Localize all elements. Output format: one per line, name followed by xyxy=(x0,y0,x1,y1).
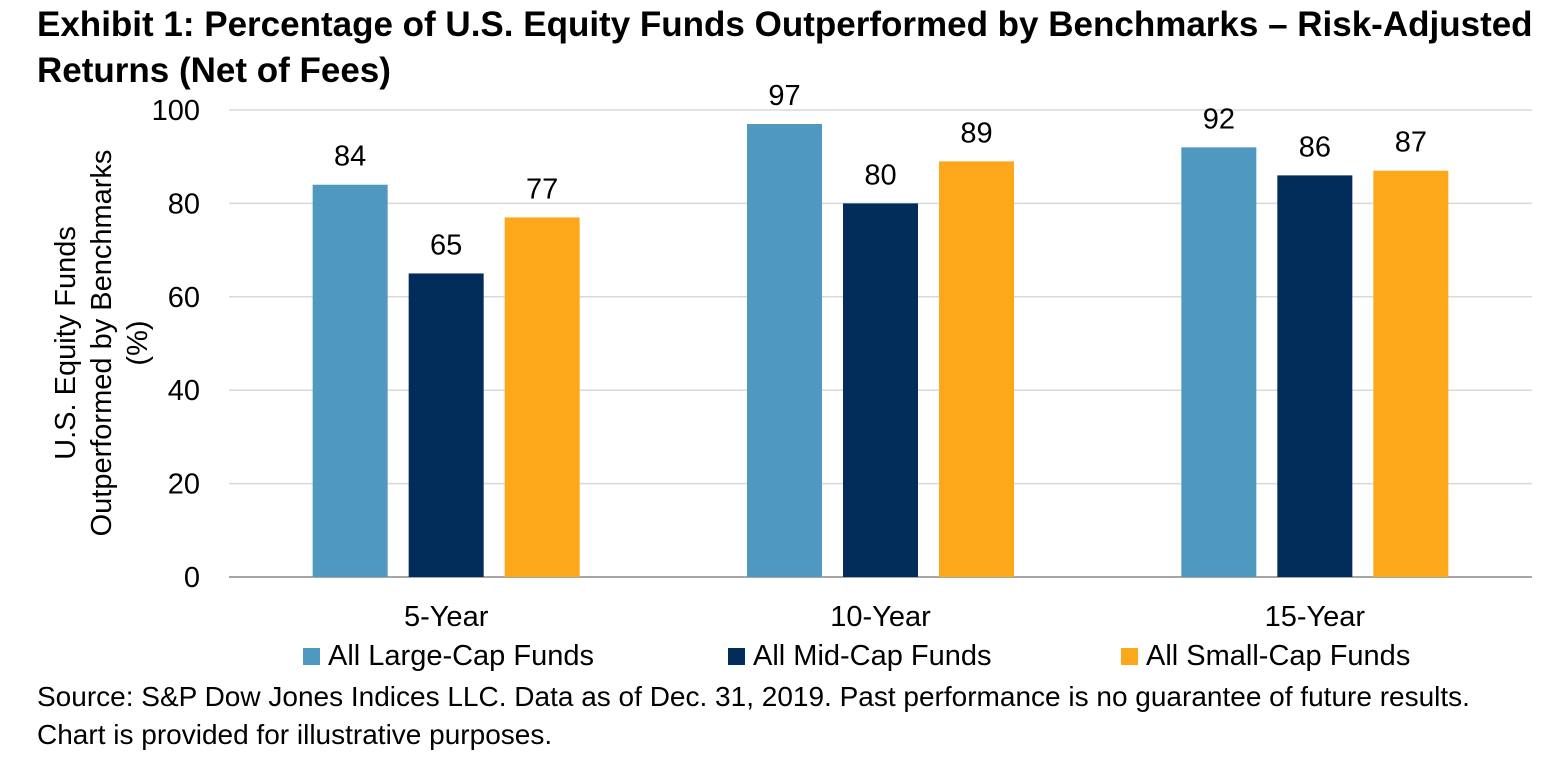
data-label: 87 xyxy=(1395,127,1427,159)
data-label: 80 xyxy=(864,159,896,191)
data-label: 97 xyxy=(768,80,800,112)
bar xyxy=(747,124,822,577)
y-tick-label: 40 xyxy=(168,375,200,407)
x-axis: 5-Year 10-Year 15-Year xyxy=(404,601,1365,633)
legend-swatch xyxy=(303,647,320,665)
legend-label: All Large-Cap Funds xyxy=(328,639,594,672)
x-tick-label: 10-Year xyxy=(830,601,931,633)
source-note: Source: S&P Dow Jones Indices LLC. Data … xyxy=(37,681,1470,750)
bar-chart: 84 65 77 97 80 89 92 86 87 0 20 40 60 80 100 5-Year 10… xyxy=(50,80,1532,633)
data-label: 92 xyxy=(1203,103,1235,135)
x-tick-label: 5-Year xyxy=(404,601,489,633)
legend-label: All Small-Cap Funds xyxy=(1146,639,1411,672)
legend-swatch xyxy=(728,647,745,665)
data-label: 86 xyxy=(1299,131,1331,163)
x-tick-label: 15-Year xyxy=(1265,601,1366,633)
bar xyxy=(843,203,918,577)
bar xyxy=(1373,170,1449,577)
y-tick-label: 80 xyxy=(168,188,200,220)
data-label: 84 xyxy=(334,141,366,173)
y-axis-title: U.S. Equity Funds Outperformed by Benchma… xyxy=(50,150,154,537)
legend-item: All Small-Cap Funds xyxy=(1121,636,1410,676)
y-axis-title-line: U.S. Equity Funds xyxy=(50,226,82,460)
legend-item: All Large-Cap Funds xyxy=(303,636,594,676)
legend: All Large-Cap Funds All Mid-Cap Funds All … xyxy=(0,636,1566,676)
legend-label: All Mid-Cap Funds xyxy=(753,639,992,672)
bar xyxy=(939,161,1014,577)
bar xyxy=(504,217,580,577)
data-label: 89 xyxy=(960,117,992,149)
y-tick-label: 100 xyxy=(152,95,200,127)
bar xyxy=(312,184,388,577)
bar xyxy=(408,273,484,577)
legend-swatch xyxy=(1121,647,1138,665)
y-axis-title-line: Outperformed by Benchmarks xyxy=(86,150,118,537)
bar xyxy=(1277,175,1353,577)
bar xyxy=(1181,147,1257,578)
data-label: 65 xyxy=(430,229,462,261)
legend-item: All Mid-Cap Funds xyxy=(728,636,992,676)
y-tick-label: 0 xyxy=(184,562,200,594)
y-tick-label: 20 xyxy=(168,469,200,501)
y-tick-label: 60 xyxy=(168,282,200,314)
y-axis: 0 20 40 60 80 100 xyxy=(152,95,200,594)
chart-title: Exhibit 1: Percentage of U.S. Equity Fun… xyxy=(37,5,1533,90)
data-labels: 84 65 77 97 80 89 92 86 87 xyxy=(334,80,1427,261)
y-axis-title-line: (%) xyxy=(122,320,154,365)
data-label: 77 xyxy=(526,173,558,205)
bars xyxy=(312,124,1449,578)
